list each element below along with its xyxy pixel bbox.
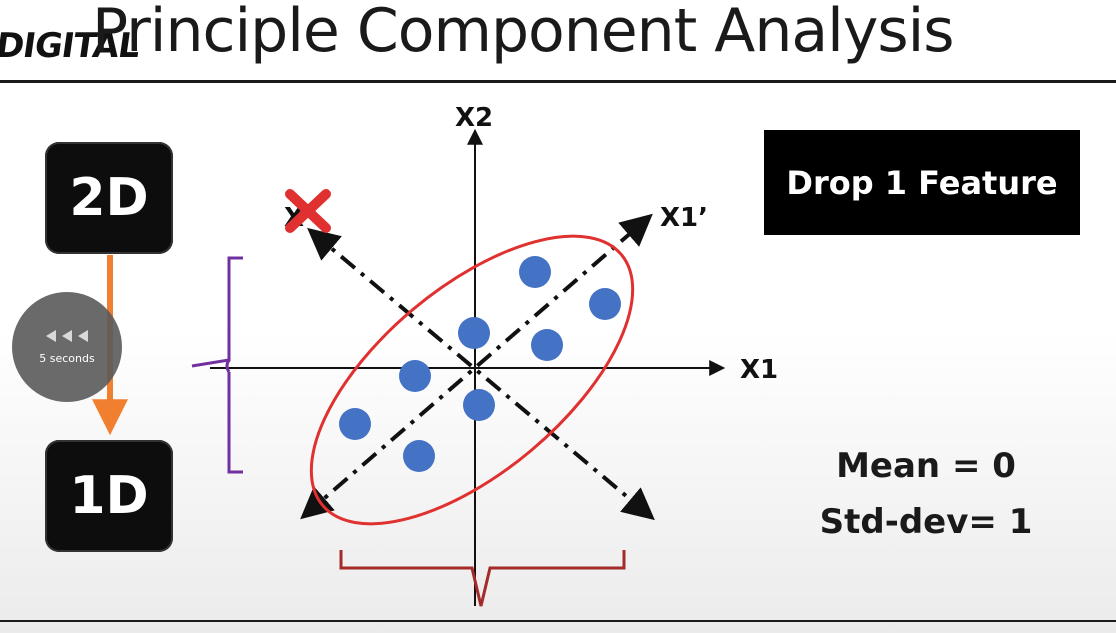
- data-point: [403, 440, 435, 472]
- bottom-divider: [0, 620, 1116, 622]
- drop-feature-box: Drop 1 Feature: [764, 130, 1080, 235]
- seek-back-overlay[interactable]: 5 seconds: [12, 292, 122, 402]
- rewind-icon: [46, 329, 88, 342]
- data-point: [463, 389, 495, 421]
- data-point: [531, 329, 563, 361]
- data-ellipse: [309, 234, 635, 526]
- data-point: [589, 288, 621, 320]
- seek-label: 5 seconds: [39, 351, 95, 365]
- data-point: [458, 317, 490, 349]
- left-brace-tip: [225, 359, 231, 373]
- data-point: [399, 360, 431, 392]
- dimension-2d-box: 2D: [45, 142, 173, 254]
- slide-header: [0, 0, 1116, 80]
- slide-title: Principle Component Analysis: [92, 0, 955, 66]
- x1-axis-label: X1: [740, 355, 778, 385]
- title-divider: [0, 80, 1116, 83]
- bottom-brace: [339, 550, 626, 607]
- left-brace: [191, 256, 243, 474]
- principal-axis-label: X1’: [660, 203, 708, 233]
- data-point: [339, 408, 371, 440]
- dimension-1d-box: 1D: [45, 440, 173, 552]
- cross-icon: [285, 189, 331, 233]
- x2-axis-label: X2: [455, 103, 493, 133]
- mean-label: Mean = 0: [836, 446, 1016, 486]
- data-point: [519, 256, 551, 288]
- std-dev-label: Std-dev= 1: [819, 502, 1033, 542]
